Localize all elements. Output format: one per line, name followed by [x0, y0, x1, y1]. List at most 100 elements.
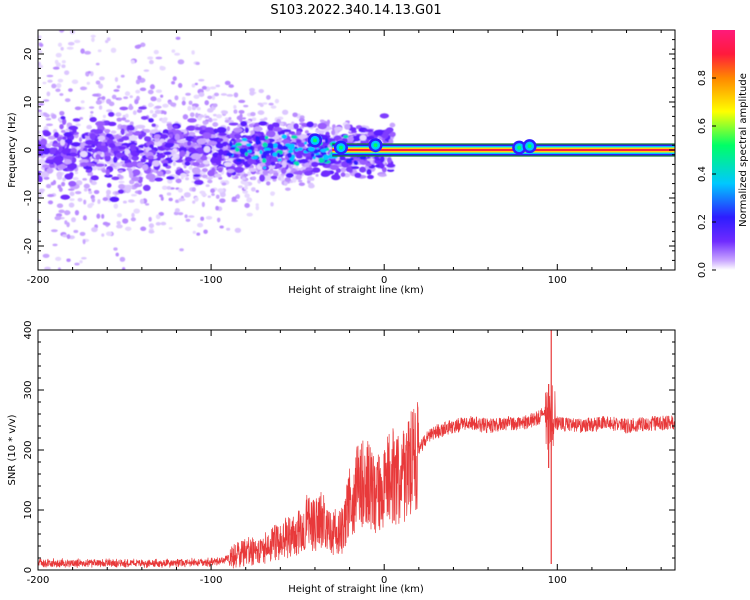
noise-speck — [120, 74, 125, 78]
band-blob — [334, 126, 343, 132]
noise-speck — [201, 193, 208, 197]
noise-speck — [178, 198, 186, 202]
noise-speck — [308, 182, 314, 186]
noise-speck — [45, 183, 52, 189]
noise-speck — [140, 42, 146, 48]
noise-speck — [119, 256, 126, 262]
band-blob — [86, 163, 96, 167]
noise-speck — [175, 36, 181, 40]
noise-speck — [55, 256, 62, 261]
noise-speck — [205, 176, 213, 180]
noise-speck — [81, 256, 87, 260]
noise-speck — [188, 165, 193, 170]
band-blob — [131, 169, 141, 176]
strong-spot — [246, 143, 252, 147]
band-blob — [46, 167, 54, 174]
band-blob — [350, 127, 357, 132]
noise-speck — [155, 214, 161, 220]
noise-speck — [199, 171, 206, 175]
band-blob — [303, 170, 313, 176]
noise-speck — [241, 117, 246, 120]
noise-speck — [91, 37, 95, 43]
noise-speck — [88, 190, 93, 195]
snr-ytick-label: 200 — [23, 440, 34, 459]
band-blob — [373, 129, 383, 137]
noise-speck — [106, 109, 113, 113]
noise-speck — [89, 202, 95, 206]
noise-speck — [61, 181, 66, 187]
colorbar-tick-label: 0.8 — [697, 70, 708, 86]
strong-spot — [251, 156, 259, 160]
noise-speck — [283, 180, 288, 186]
band-blob — [142, 184, 151, 192]
band-blob — [144, 136, 150, 142]
band-blob — [195, 126, 203, 131]
band-blob — [228, 122, 239, 126]
snr-ytick-label: 300 — [23, 380, 34, 399]
noise-speck — [118, 97, 122, 101]
noise-speck — [58, 209, 65, 214]
noise-speck — [161, 185, 168, 190]
noise-speck — [167, 178, 173, 184]
noise-speck — [113, 203, 119, 209]
noise-speck — [74, 171, 79, 175]
noise-speck — [210, 188, 216, 194]
band-blob — [109, 196, 120, 203]
spectrogram-ytick-label: 10 — [23, 96, 34, 109]
noise-speck — [156, 97, 162, 103]
band-blob — [187, 141, 192, 146]
strong-spot — [294, 148, 299, 152]
noise-speck — [185, 218, 191, 222]
band-blob — [180, 172, 187, 178]
band-blob — [40, 138, 48, 146]
band-blob — [156, 170, 164, 177]
band-blob — [164, 142, 175, 147]
noise-speck — [110, 130, 117, 134]
noise-speck — [124, 91, 131, 96]
band-blob — [64, 173, 73, 180]
noise-speck — [160, 221, 167, 226]
noise-speck — [234, 227, 242, 233]
noise-speck — [182, 96, 186, 101]
band-blob — [270, 157, 279, 163]
band-blob — [351, 135, 362, 142]
noise-speck — [44, 266, 51, 270]
noise-speck — [64, 98, 71, 103]
noise-speck — [136, 44, 142, 48]
band-blob — [266, 174, 273, 181]
band-blob — [210, 157, 218, 164]
noise-speck — [87, 172, 91, 176]
noise-speck — [56, 83, 62, 89]
band-blob — [159, 138, 165, 144]
noise-speck — [106, 37, 111, 42]
noise-speck — [241, 177, 246, 181]
noise-speck — [72, 176, 79, 181]
noise-speck — [66, 258, 71, 263]
band-blob — [275, 162, 281, 169]
band-blob — [321, 170, 332, 177]
noise-speck — [187, 105, 192, 111]
noise-speck — [43, 176, 50, 180]
band-blob — [105, 169, 110, 176]
band-blob — [380, 155, 385, 163]
noise-speck — [277, 176, 282, 181]
noise-speck — [86, 124, 92, 130]
noise-speck — [39, 188, 46, 192]
band-blob — [63, 131, 72, 138]
band-blob — [112, 156, 118, 164]
noise-speck — [306, 176, 314, 182]
band-blob — [296, 170, 303, 176]
noise-speck — [207, 95, 213, 100]
colorbar-tick-label: 0.4 — [697, 166, 708, 182]
noise-speck — [83, 188, 88, 192]
noise-speck — [270, 202, 274, 207]
noise-speck — [139, 87, 147, 92]
noise-speck — [61, 60, 66, 64]
noise-speck — [221, 182, 227, 186]
noise-speck — [177, 212, 184, 216]
noise-speck — [60, 129, 66, 133]
noise-speck — [105, 189, 111, 196]
noise-speck — [58, 187, 63, 192]
noise-speck — [331, 129, 336, 136]
